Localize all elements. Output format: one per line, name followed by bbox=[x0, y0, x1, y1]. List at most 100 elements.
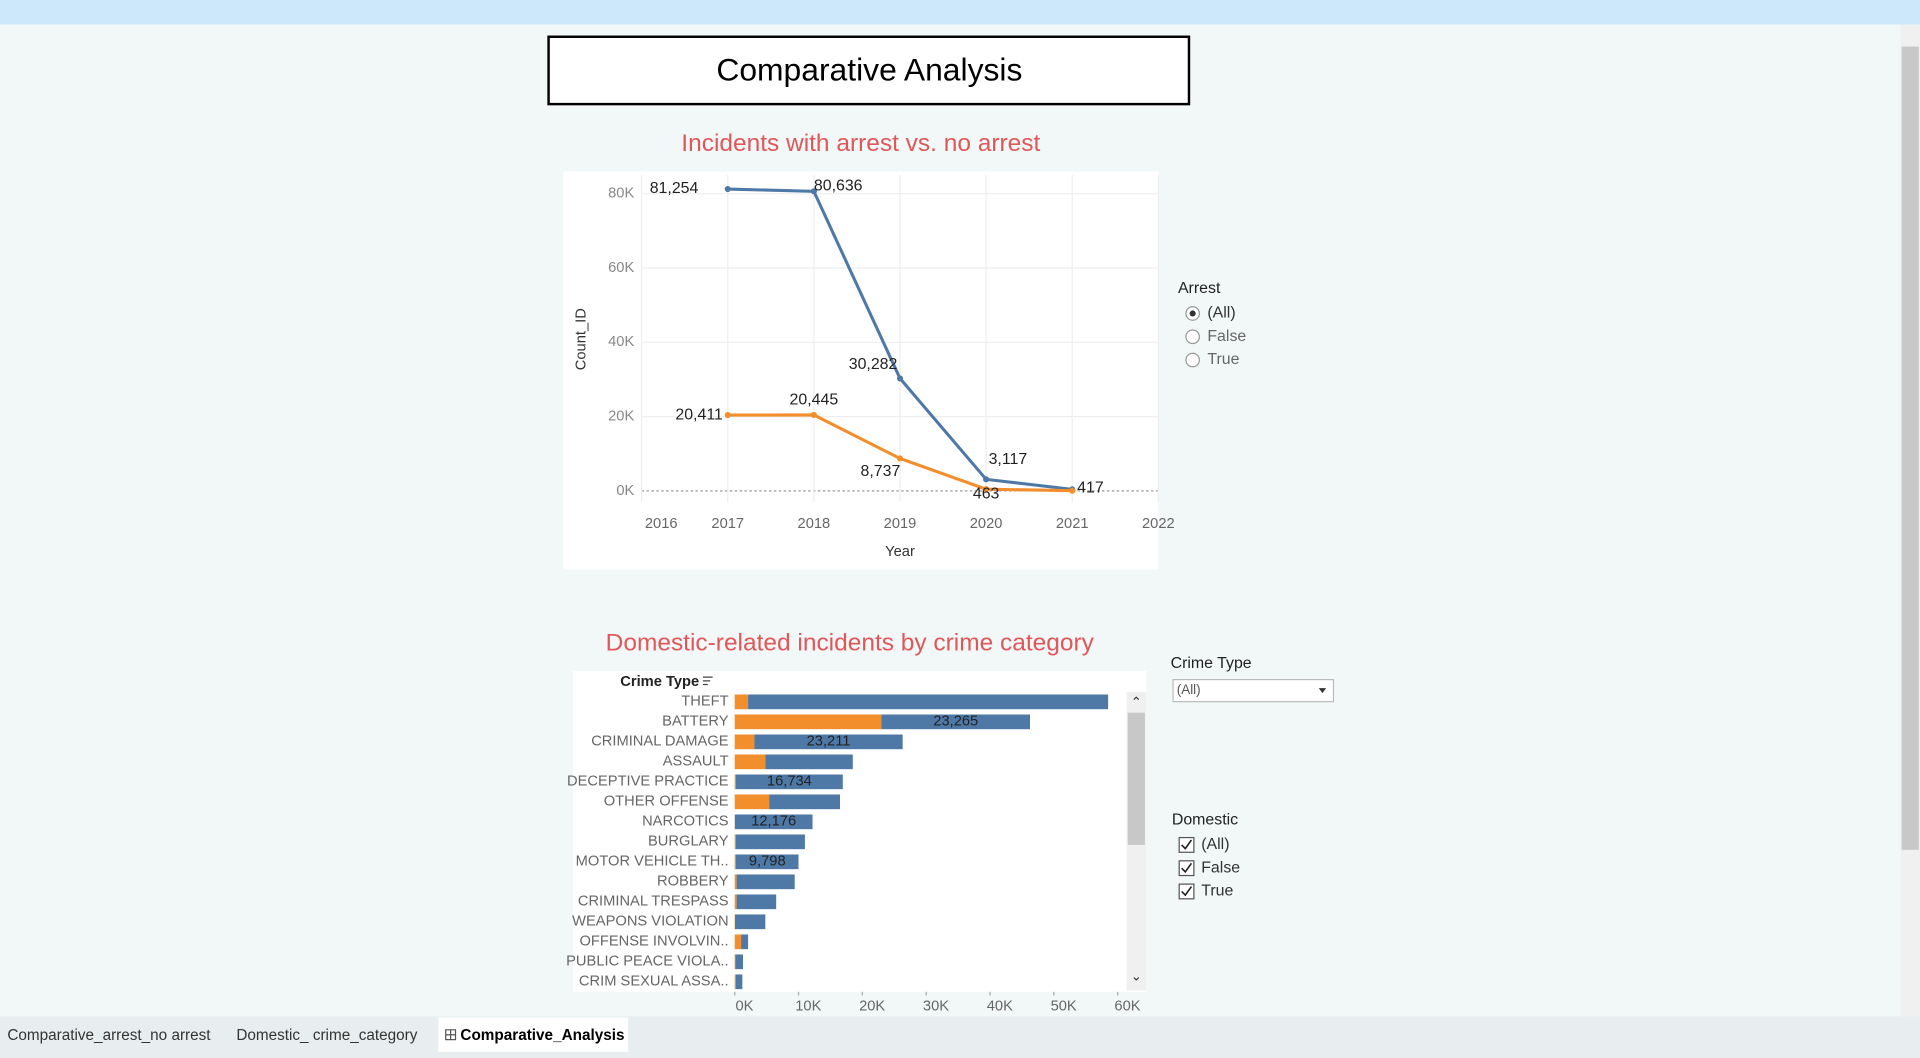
bar[interactable] bbox=[734, 734, 755, 750]
radio-label[interactable]: True bbox=[1207, 351, 1239, 368]
checkbox-label[interactable]: True bbox=[1201, 883, 1233, 900]
category-label: MOTOR VEHICLE TH.. bbox=[576, 854, 729, 870]
category-label: OFFENSE INVOLVIN.. bbox=[579, 934, 728, 950]
x-tick-label: 60K bbox=[1114, 998, 1140, 1014]
bar[interactable] bbox=[734, 854, 736, 870]
category-label: WEAPONS VIOLATION bbox=[572, 914, 728, 930]
x-tick-label: 30K bbox=[923, 998, 949, 1014]
checkbox-label[interactable]: (All) bbox=[1201, 836, 1229, 853]
tab-bar bbox=[0, 1016, 1920, 1058]
check-mark bbox=[1181, 862, 1193, 874]
category-label: DECEPTIVE PRACTICE bbox=[567, 774, 729, 790]
radio-label[interactable]: (All) bbox=[1207, 305, 1235, 322]
checkbox[interactable] bbox=[1178, 860, 1195, 877]
bar[interactable] bbox=[735, 954, 743, 970]
data-label: 81,254 bbox=[650, 180, 699, 197]
bar[interactable] bbox=[734, 874, 737, 890]
bar-scroll-thumb[interactable] bbox=[1127, 712, 1145, 845]
bar[interactable] bbox=[765, 754, 853, 770]
category-label: CRIMINAL TRESPASS bbox=[578, 894, 729, 910]
bar[interactable] bbox=[734, 714, 882, 730]
bar[interactable] bbox=[769, 794, 841, 810]
bar[interactable] bbox=[736, 874, 795, 890]
bar[interactable] bbox=[735, 914, 766, 930]
tab[interactable]: Comparative_arrest_no arrest bbox=[7, 1027, 211, 1044]
x-tick-label: 2018 bbox=[798, 516, 831, 532]
check-mark bbox=[1181, 886, 1193, 897]
x-tick-label: 50K bbox=[1051, 998, 1077, 1014]
category-label: ROBBERY bbox=[657, 874, 729, 890]
bar[interactable] bbox=[741, 934, 749, 950]
filter-title: Crime Type bbox=[1171, 655, 1252, 672]
point bbox=[724, 185, 731, 193]
bar[interactable] bbox=[881, 714, 1031, 730]
category-label: CRIMINAL DAMAGE bbox=[591, 734, 729, 750]
dropdown-value[interactable]: (All) bbox=[1177, 682, 1201, 697]
x-tick-label: 2019 bbox=[884, 516, 917, 532]
scroll-down[interactable]: ⌄ bbox=[1131, 969, 1142, 984]
x-tick-label: 2021 bbox=[1056, 516, 1089, 532]
active-tab[interactable] bbox=[438, 1017, 629, 1052]
category-label: BATTERY bbox=[662, 714, 729, 730]
checkbox[interactable] bbox=[1178, 883, 1195, 900]
category-label: ASSAULT bbox=[663, 754, 729, 770]
bar[interactable] bbox=[734, 694, 749, 710]
x-tick-label: 2020 bbox=[970, 516, 1003, 532]
bar[interactable] bbox=[734, 774, 736, 790]
tab[interactable]: Domestic_ crime_category bbox=[236, 1027, 417, 1044]
dropdown-arrow bbox=[1318, 688, 1327, 694]
category-label: CRIM SEXUAL ASSA.. bbox=[579, 974, 729, 990]
data-label: 8,737 bbox=[861, 463, 901, 480]
bar[interactable] bbox=[735, 834, 805, 850]
filter-title: Domestic bbox=[1172, 812, 1238, 829]
bar[interactable] bbox=[736, 894, 777, 910]
bar[interactable] bbox=[735, 774, 843, 790]
x-tick-label: 10K bbox=[795, 998, 821, 1014]
tab[interactable]: Comparative_Analysis bbox=[460, 1027, 624, 1044]
tab-icon bbox=[445, 1029, 457, 1041]
data-label: 23,265 bbox=[933, 714, 978, 730]
checkbox[interactable] bbox=[1178, 836, 1195, 853]
category-label: BURGLARY bbox=[648, 834, 729, 850]
x-tick-label: 0K bbox=[736, 998, 754, 1014]
y-tick-label: 0K bbox=[616, 483, 634, 499]
bar[interactable] bbox=[734, 934, 742, 950]
x-tick-label: 2022 bbox=[1142, 516, 1175, 532]
bar[interactable] bbox=[734, 834, 736, 850]
bar[interactable] bbox=[734, 754, 766, 770]
x-tick-label: 2016 bbox=[645, 516, 678, 532]
dropdown[interactable] bbox=[1172, 679, 1335, 703]
bar[interactable] bbox=[735, 854, 799, 870]
data-label: 80,636 bbox=[814, 178, 863, 195]
radio[interactable] bbox=[1185, 329, 1200, 345]
y-tick-label: 40K bbox=[608, 334, 634, 350]
bar[interactable] bbox=[748, 694, 1109, 710]
checkbox-label[interactable]: False bbox=[1201, 859, 1240, 876]
line-panel bbox=[563, 171, 1159, 570]
sort-icon[interactable] bbox=[702, 676, 713, 686]
bar[interactable] bbox=[734, 894, 737, 910]
bar[interactable] bbox=[734, 814, 813, 830]
page-scroll-thumb[interactable] bbox=[1901, 46, 1919, 850]
bar[interactable] bbox=[734, 954, 736, 970]
radio[interactable] bbox=[1185, 352, 1200, 368]
title-box bbox=[547, 35, 1191, 106]
y-tick-label: 20K bbox=[608, 408, 634, 424]
bar[interactable] bbox=[735, 974, 743, 990]
bar[interactable] bbox=[734, 794, 770, 810]
bar[interactable] bbox=[754, 734, 903, 750]
filter-title: Arrest bbox=[1178, 280, 1221, 297]
y-axis-title: Crime Type bbox=[620, 674, 699, 690]
radio-label[interactable]: False bbox=[1207, 328, 1246, 345]
data-label: 23,211 bbox=[807, 734, 851, 750]
scroll-up[interactable]: ⌃ bbox=[1131, 694, 1142, 709]
point bbox=[896, 455, 904, 462]
data-label: 417 bbox=[1077, 479, 1104, 496]
chart-title: Domestic-related incidents by crime cate… bbox=[606, 630, 1095, 657]
data-label: 16,734 bbox=[767, 774, 812, 790]
bar[interactable] bbox=[734, 974, 736, 990]
top-bar bbox=[0, 0, 1920, 25]
data-label: 9,798 bbox=[749, 854, 786, 870]
data-label: 12,176 bbox=[751, 814, 796, 830]
